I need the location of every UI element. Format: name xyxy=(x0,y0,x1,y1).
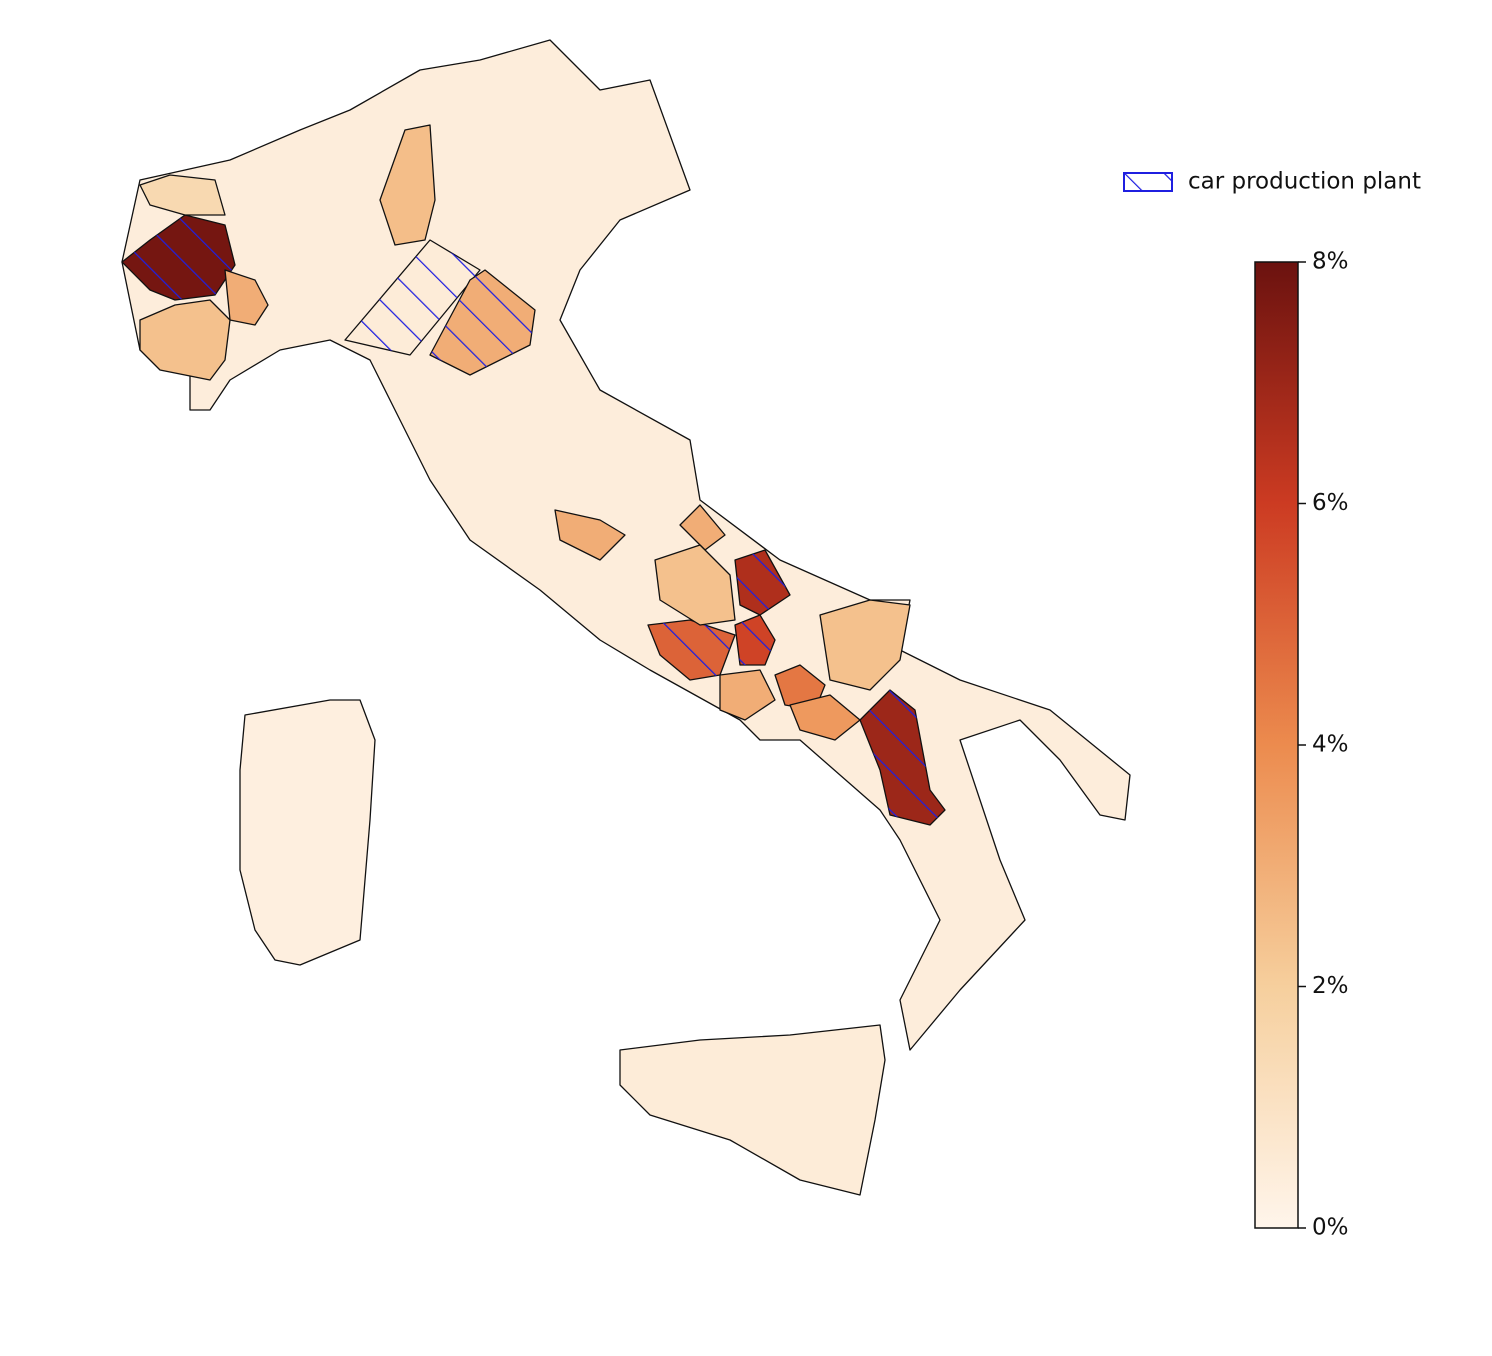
region-hatch xyxy=(648,620,735,680)
region-hatch xyxy=(345,240,480,355)
colorbar-tick-label: 0% xyxy=(1312,1215,1349,1241)
region-hatch xyxy=(735,550,790,615)
colorbar-tick-label: 2% xyxy=(1312,973,1349,999)
region-hatch xyxy=(860,690,945,825)
region xyxy=(379,124,436,246)
region-hatch xyxy=(735,615,775,665)
region xyxy=(121,39,1131,1051)
region xyxy=(554,509,626,561)
region xyxy=(224,269,269,326)
colorbar xyxy=(1254,261,1299,1229)
region xyxy=(719,669,776,721)
region xyxy=(819,599,911,691)
colorbar-tick-label: 4% xyxy=(1312,732,1349,758)
region-hatch xyxy=(122,215,235,300)
region xyxy=(654,544,736,626)
region xyxy=(619,1024,886,1196)
region xyxy=(789,694,861,741)
legend-patch xyxy=(1123,172,1173,192)
colorbar-tick-label: 6% xyxy=(1312,490,1349,516)
region xyxy=(139,174,226,216)
region xyxy=(239,699,376,966)
colorbar-tick-label: 8% xyxy=(1312,249,1349,275)
region xyxy=(679,504,726,551)
legend-label: car production plant xyxy=(1188,169,1421,195)
region xyxy=(139,299,231,381)
region-hatch xyxy=(430,270,535,375)
